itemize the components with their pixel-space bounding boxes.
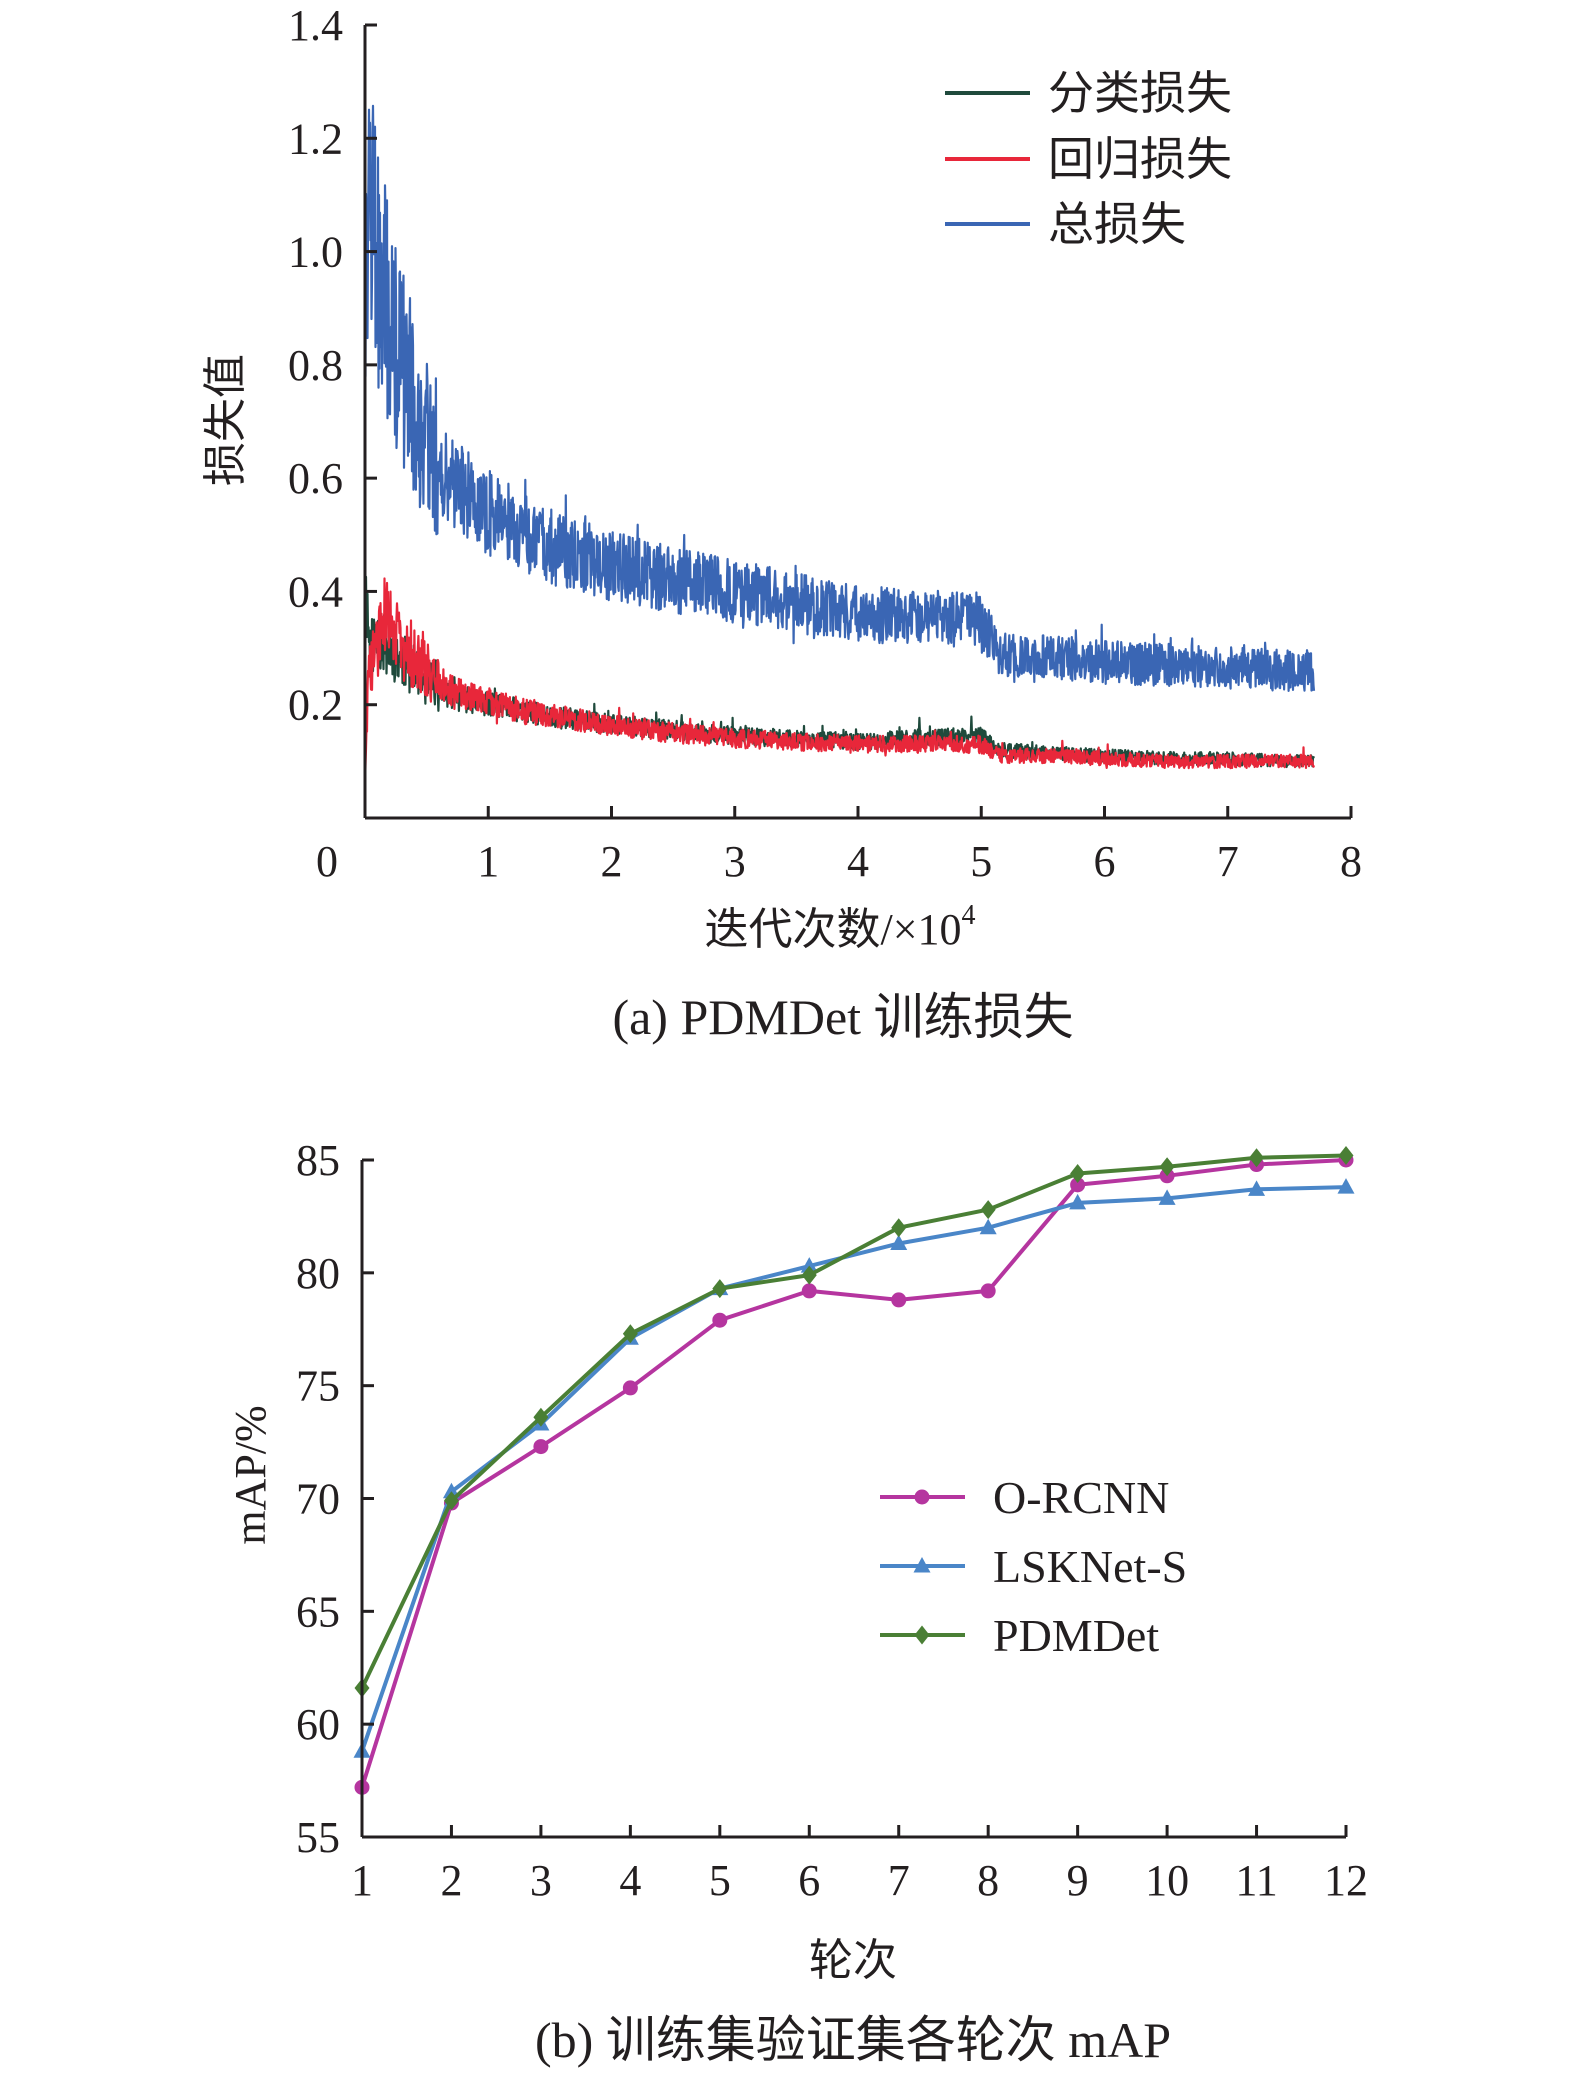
legend-marker-pdmdet bbox=[914, 1625, 930, 1645]
loss-x-tick-label: 2 bbox=[601, 837, 623, 886]
map-series-group bbox=[353, 1145, 1355, 1795]
loss-y-tick-label: 0.6 bbox=[288, 454, 343, 503]
data-point-pdmdet bbox=[443, 1491, 459, 1511]
legend-label-pdmdet: PDMDet bbox=[993, 1610, 1159, 1661]
map-x-tick-label: 1 bbox=[351, 1856, 373, 1905]
map-x-tick-label: 4 bbox=[619, 1856, 641, 1905]
loss-x-tick-label: 3 bbox=[724, 837, 746, 886]
loss-chart: 0.2 0.4 0.6 0.8 1.0 1.2 1.4 0 1 2 3 4 5 6 7 8 分类损失 回归损失… bbox=[201, 1, 1362, 1045]
map-y-tick-label: 85 bbox=[296, 1136, 340, 1185]
legend-label-regression: 回归损失 bbox=[1048, 134, 1232, 185]
series-line-regression-loss bbox=[363, 577, 1316, 788]
loss-x-axis-label: 迭代次数/×104 bbox=[704, 900, 975, 954]
data-point-o-rcnn bbox=[533, 1439, 549, 1455]
loss-y-axis-label: 损失值 bbox=[201, 354, 250, 486]
map-x-tick-label: 6 bbox=[798, 1856, 820, 1905]
series-line-lsknet-s bbox=[360, 1185, 1347, 1752]
loss-x-axis-label-base: 迭代次数/×10 bbox=[704, 905, 961, 954]
map-y-tick-label: 75 bbox=[296, 1362, 340, 1411]
map-y-tick-label: 55 bbox=[296, 1813, 340, 1862]
loss-y-tick-label: 0.2 bbox=[288, 681, 343, 730]
map-y-tick-label: 70 bbox=[296, 1475, 340, 1524]
data-point-o-rcnn bbox=[891, 1292, 907, 1308]
data-point-o-rcnn bbox=[1070, 1177, 1086, 1193]
map-axes bbox=[360, 1160, 1346, 1839]
series-line-total-loss bbox=[363, 104, 1316, 692]
data-point-pdmdet bbox=[533, 1407, 549, 1427]
data-point-pdmdet bbox=[1070, 1164, 1086, 1184]
loss-x-tick-label: 7 bbox=[1217, 837, 1239, 886]
data-point-pdmdet bbox=[980, 1200, 996, 1220]
map-x-tick-label: 10 bbox=[1145, 1856, 1189, 1905]
loss-x-tick-label: 1 bbox=[477, 837, 499, 886]
map-x-tick-label: 7 bbox=[888, 1856, 910, 1905]
data-point-pdmdet bbox=[801, 1265, 817, 1285]
data-point-o-rcnn bbox=[712, 1312, 728, 1328]
legend-label-lsknet-s: LSKNet-S bbox=[993, 1541, 1187, 1592]
data-point-lsknet-s bbox=[979, 1218, 997, 1235]
map-x-tick-label: 3 bbox=[530, 1856, 552, 1905]
data-point-lsknet-s bbox=[890, 1234, 908, 1250]
loss-x-tick-label: 4 bbox=[847, 837, 869, 886]
loss-x-tick-label: 6 bbox=[1094, 837, 1116, 886]
loss-chart-caption: (a) PDMDet 训练损失 bbox=[612, 989, 1073, 1045]
data-point-lsknet-s bbox=[1158, 1189, 1176, 1205]
loss-x-tick-label: 5 bbox=[970, 837, 992, 886]
map-y-tick-label: 65 bbox=[296, 1587, 340, 1636]
map-chart-caption: (b) 训练集验证集各轮次 mAP bbox=[535, 2012, 1171, 2068]
map-x-tick-label: 11 bbox=[1235, 1856, 1277, 1905]
map-x-tick-label: 8 bbox=[977, 1856, 999, 1905]
map-y-tick-label: 80 bbox=[296, 1249, 340, 1298]
loss-x-tick-label: 8 bbox=[1340, 837, 1362, 886]
data-point-lsknet-s bbox=[1337, 1178, 1355, 1194]
loss-legend: 分类损失 回归损失 总损失 bbox=[945, 68, 1232, 250]
data-point-lsknet-s bbox=[800, 1257, 818, 1273]
loss-y-tick-label: 1.2 bbox=[288, 114, 343, 163]
legend-label-o-rcnn: O-RCNN bbox=[993, 1472, 1169, 1523]
map-y-tick-label: 60 bbox=[296, 1700, 340, 1749]
loss-ticks: 0.2 0.4 0.6 0.8 1.0 1.2 1.4 0 1 2 3 4 5 6 7 8 bbox=[288, 1, 1362, 886]
legend-label-classification: 分类损失 bbox=[1048, 68, 1232, 119]
map-x-tick-label: 9 bbox=[1067, 1856, 1089, 1905]
legend-label-total: 总损失 bbox=[1048, 199, 1186, 250]
loss-x-tick-label: 0 bbox=[316, 837, 338, 886]
loss-y-tick-label: 1.0 bbox=[288, 228, 343, 277]
data-point-o-rcnn bbox=[980, 1283, 996, 1299]
series-line-o-rcnn bbox=[360, 1158, 1347, 1789]
data-point-o-rcnn bbox=[622, 1380, 638, 1396]
map-x-tick-label: 5 bbox=[709, 1856, 731, 1905]
map-x-tick-label: 12 bbox=[1324, 1856, 1368, 1905]
loss-y-tick-label: 0.4 bbox=[288, 567, 343, 616]
loss-x-axis-label-exponent: 4 bbox=[962, 900, 976, 931]
data-point-pdmdet bbox=[1159, 1157, 1175, 1177]
loss-y-tick-label: 0.8 bbox=[288, 341, 343, 390]
data-point-pdmdet bbox=[622, 1324, 638, 1344]
data-point-lsknet-s bbox=[1248, 1180, 1266, 1196]
data-point-pdmdet bbox=[1338, 1145, 1354, 1165]
legend-marker-o-rcnn bbox=[914, 1489, 930, 1505]
series-line-pdmdet bbox=[360, 1153, 1347, 1689]
loss-series-group bbox=[363, 104, 1316, 788]
map-y-axis-label: mAP/% bbox=[226, 1405, 275, 1544]
legend-marker-lsknet-s bbox=[913, 1557, 931, 1573]
map-x-tick-label: 2 bbox=[440, 1856, 462, 1905]
data-point-pdmdet bbox=[1249, 1148, 1265, 1168]
data-point-pdmdet bbox=[712, 1279, 728, 1299]
map-legend: O-RCNN LSKNet-S PDMDet bbox=[880, 1472, 1187, 1661]
data-point-lsknet-s bbox=[1069, 1193, 1087, 1210]
data-point-pdmdet bbox=[891, 1218, 907, 1238]
map-x-axis-label: 轮次 bbox=[809, 1936, 897, 1985]
data-point-o-rcnn bbox=[801, 1283, 817, 1299]
loss-y-tick-label: 1.4 bbox=[288, 1, 343, 50]
